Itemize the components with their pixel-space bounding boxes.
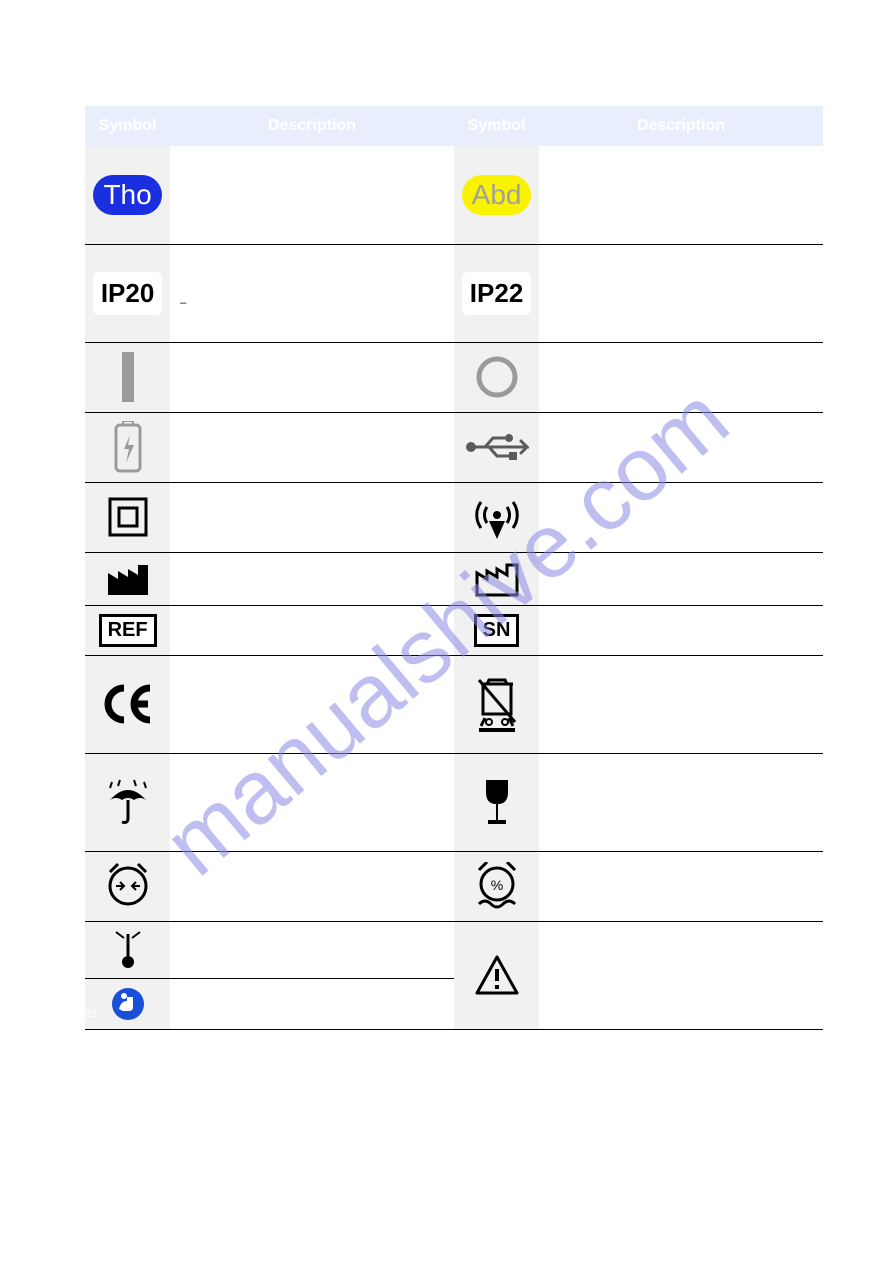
page-title: Table of symbols bbox=[85, 50, 823, 76]
table-row: Tho Marking on THO Sensor for placement … bbox=[85, 146, 823, 244]
ip20-badge: IP20 bbox=[93, 272, 163, 315]
thermo-svg bbox=[112, 930, 144, 970]
table-row: Atmospheric pressure limitation % Humidi… bbox=[85, 851, 823, 921]
cell-desc: Serial number bbox=[539, 605, 823, 655]
ip20-icon: IP20 bbox=[85, 244, 170, 342]
table-row: Printed on shipping container – indicate… bbox=[85, 753, 823, 851]
hdr-symbol-r: Symbol bbox=[454, 106, 539, 146]
cell-desc: Marking on ABD Sensor for placement on a… bbox=[539, 146, 823, 244]
symbols-table: Symbol Description Symbol Description Th… bbox=[85, 106, 823, 1030]
pressure-icon bbox=[85, 851, 170, 921]
glass-svg bbox=[482, 778, 512, 826]
table-row: Temperature limitation Caution – consult… bbox=[85, 921, 823, 978]
humidity-icon: % bbox=[454, 851, 539, 921]
class2-icon bbox=[85, 482, 170, 552]
fragile-icon bbox=[454, 753, 539, 851]
weee-svg bbox=[475, 676, 519, 732]
abd-pill: Abd bbox=[462, 175, 532, 215]
ip22-icon: IP22 bbox=[454, 244, 539, 342]
ce-icon bbox=[85, 655, 170, 753]
caution-svg bbox=[473, 953, 521, 997]
cell-desc: Date of manufacture bbox=[539, 552, 823, 605]
cell-desc: On (push button on docking station) bbox=[170, 342, 454, 412]
table-header: Symbol Description Symbol Description bbox=[85, 106, 823, 146]
off-icon bbox=[454, 342, 539, 412]
class2-svg bbox=[107, 496, 149, 538]
cell-desc: Manufacturer bbox=[170, 552, 454, 605]
tho-icon: Tho bbox=[85, 146, 170, 244]
ref-box: REF bbox=[99, 614, 157, 647]
sn-box: SN bbox=[474, 614, 520, 647]
table-row: Charging light Universal serial bus bbox=[85, 412, 823, 482]
battery-svg bbox=[112, 421, 144, 473]
umbrella-svg bbox=[104, 778, 152, 826]
weee-icon bbox=[454, 655, 539, 753]
keep-dry-icon bbox=[85, 753, 170, 851]
manufacturer-icon bbox=[85, 552, 170, 605]
factory-date-svg bbox=[475, 561, 519, 597]
cell-desc: Humidity limitation bbox=[539, 851, 823, 921]
cell-desc: Marking on THO Sensor for placement on t… bbox=[170, 146, 454, 244]
cell-desc: Class II Equipment bbox=[170, 482, 454, 552]
page-container: Table of symbols Symbol Description Symb… bbox=[0, 0, 893, 1050]
ifu-icon bbox=[85, 978, 170, 1029]
usb-icon bbox=[454, 412, 539, 482]
cell-desc: Universal serial bus bbox=[539, 412, 823, 482]
table-row: IP20 IP Classification – docking station… bbox=[85, 244, 823, 342]
cell-desc: IP Classification – Sensor bbox=[539, 244, 823, 342]
ce-svg bbox=[102, 684, 154, 724]
page-footer: 21 Specifications bbox=[85, 1008, 823, 1020]
ref-icon: REF bbox=[85, 605, 170, 655]
table-row: REF Reference number SN Serial number bbox=[85, 605, 823, 655]
table-row: On (push button on docking station) Off … bbox=[85, 342, 823, 412]
circle-icon bbox=[475, 355, 519, 399]
cell-desc: IP Classification – docking station – bbox=[170, 244, 454, 342]
factory-svg bbox=[106, 561, 150, 597]
hdr-desc-r: Description bbox=[539, 106, 823, 146]
hdr-desc-l: Description bbox=[170, 106, 454, 146]
mfg-date-icon bbox=[454, 552, 539, 605]
desc-text: IP Classification – docking station bbox=[180, 276, 373, 291]
sn-icon: SN bbox=[454, 605, 539, 655]
dash: – bbox=[180, 297, 186, 309]
cell-desc: Charging light bbox=[170, 412, 454, 482]
cell-desc: CE marking indicating conformance to EC … bbox=[170, 655, 454, 753]
cell-desc: Temperature limitation bbox=[170, 921, 454, 978]
table-row: Class II Equipment RF transmitter bbox=[85, 482, 823, 552]
hdr-symbol-l: Symbol bbox=[85, 106, 170, 146]
cell-desc: Atmospheric pressure limitation bbox=[170, 851, 454, 921]
battery-icon bbox=[85, 412, 170, 482]
cell-desc: RF transmitter bbox=[539, 482, 823, 552]
tho-pill: Tho bbox=[93, 175, 161, 215]
ip22-badge: IP22 bbox=[462, 272, 532, 315]
pressure-svg bbox=[104, 862, 152, 910]
temperature-icon bbox=[85, 921, 170, 978]
cell-desc: Off (push button on docking station) bbox=[539, 342, 823, 412]
footer-label: Specifications bbox=[755, 1008, 823, 1020]
humidity-svg: % bbox=[473, 862, 521, 910]
bar-icon bbox=[122, 352, 134, 402]
rf-svg bbox=[472, 495, 522, 539]
cell-desc: Dispose of in accordance with WEEE direc… bbox=[539, 655, 823, 753]
table-row: CE marking indicating conformance to EC … bbox=[85, 655, 823, 753]
usb-svg bbox=[465, 432, 529, 462]
table-row: Manufacturer Date of manufacture bbox=[85, 552, 823, 605]
cell-desc: Printed on shipping container – indicate… bbox=[539, 753, 823, 851]
cell-desc: Reference number bbox=[170, 605, 454, 655]
page-number: 21 bbox=[85, 1008, 97, 1020]
rf-icon bbox=[454, 482, 539, 552]
cell-desc: Follow instructions for use bbox=[170, 978, 454, 1029]
cell-desc: Printed on shipping container – indicate… bbox=[170, 753, 454, 851]
on-icon bbox=[85, 342, 170, 412]
abd-icon: Abd bbox=[454, 146, 539, 244]
svg-text:%: % bbox=[490, 877, 502, 893]
